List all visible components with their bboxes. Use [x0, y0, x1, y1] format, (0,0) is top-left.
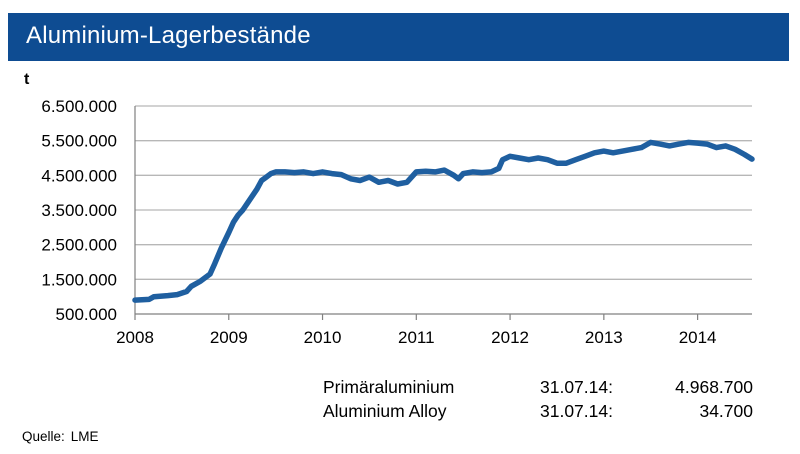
y-axis-unit-label: t	[24, 71, 30, 88]
y-tick-label: 3.500.000	[41, 201, 117, 220]
row-name: Primäraluminium	[323, 377, 455, 397]
chart-title: Aluminium-Lagerbestände	[26, 22, 311, 49]
y-tick-label: 5.500.000	[41, 132, 117, 151]
x-tick-label: 2011	[398, 328, 435, 347]
x-tick-label: 2008	[116, 328, 154, 347]
y-tick-label: 1.500.000	[41, 270, 117, 289]
row-value: 34.700	[699, 401, 753, 421]
row-date: 31.07.14:	[540, 401, 613, 421]
y-tick-label: 6.500.000	[41, 97, 117, 116]
x-tick-label: 2012	[491, 328, 529, 347]
series-line	[132, 139, 755, 303]
latest-values-row: Aluminium Alloy 31.07.14: 34.700	[323, 401, 753, 425]
y-tick-label: 4.500.000	[41, 166, 117, 185]
source-note: Quelle: LME	[22, 429, 99, 444]
grid-layer	[135, 105, 752, 280]
row-date: 31.07.14:	[540, 377, 613, 397]
x-tick-label: 2014	[679, 328, 717, 347]
latest-values-table: Primäraluminium 31.07.14: 4.968.700 Alum…	[323, 377, 753, 425]
series-layer	[132, 139, 755, 303]
x-tick-label: 2010	[304, 328, 342, 347]
source-label: Quelle:	[22, 429, 65, 444]
chart-header-bar: Aluminium-Lagerbestände	[8, 13, 789, 61]
label-layer: 500.000 1.500.000 2.500.000 3.500.000 4.500.…	[24, 71, 717, 347]
x-tick-label: 2009	[210, 328, 248, 347]
source-value: LME	[70, 429, 99, 444]
axis-layer	[134, 106, 752, 320]
row-name: Aluminium Alloy	[323, 401, 447, 421]
x-tick-label: 2013	[585, 328, 623, 347]
latest-values-row: Primäraluminium 31.07.14: 4.968.700	[323, 377, 753, 401]
row-value: 4.968.700	[675, 377, 753, 397]
y-tick-label: 2.500.000	[41, 236, 117, 255]
y-tick-label: 500.000	[56, 305, 117, 324]
